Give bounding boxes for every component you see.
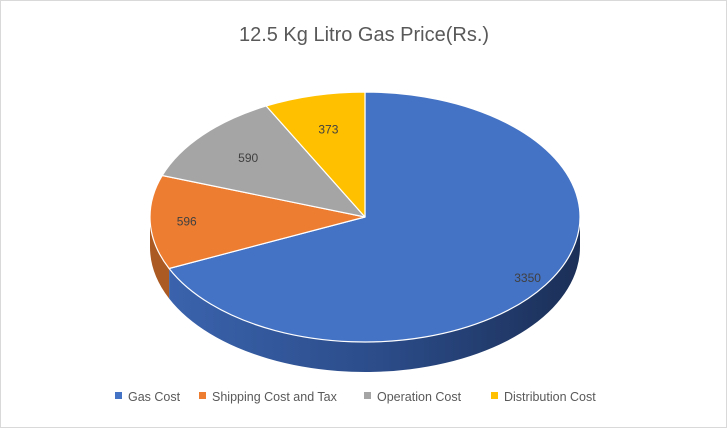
- pie-side-gas-cost: [169, 217, 580, 372]
- pie-side-shipping-cost-and-tax: [150, 217, 170, 299]
- legend-swatch-gas-cost: [115, 392, 122, 399]
- legend-label-distribution-cost: Distribution Cost: [504, 390, 596, 404]
- legend-swatch-operation-cost: [364, 392, 371, 399]
- chart-title: 12.5 Kg Litro Gas Price(Rs.): [239, 24, 489, 46]
- data-label-operation-cost: 590: [238, 151, 258, 165]
- legend-label-shipping-cost-and-tax: Shipping Cost and Tax: [212, 390, 338, 404]
- data-label-shipping-cost-and-tax: 596: [177, 214, 197, 228]
- pie-slice-distribution-cost: [265, 91, 366, 218]
- pie-slice-gas-cost: [168, 91, 581, 343]
- legend-label-gas-cost: Gas Cost: [128, 390, 181, 404]
- pie-slice-shipping-cost-and-tax: [149, 174, 366, 270]
- legend-swatch-shipping-cost-and-tax: [199, 392, 206, 399]
- data-label-gas-cost: 3350: [514, 271, 541, 285]
- legend-label-operation-cost: Operation Cost: [377, 390, 462, 404]
- data-label-distribution-cost: 373: [318, 123, 338, 137]
- pie-slice-operation-cost: [161, 105, 366, 218]
- legend-swatch-distribution-cost: [491, 392, 498, 399]
